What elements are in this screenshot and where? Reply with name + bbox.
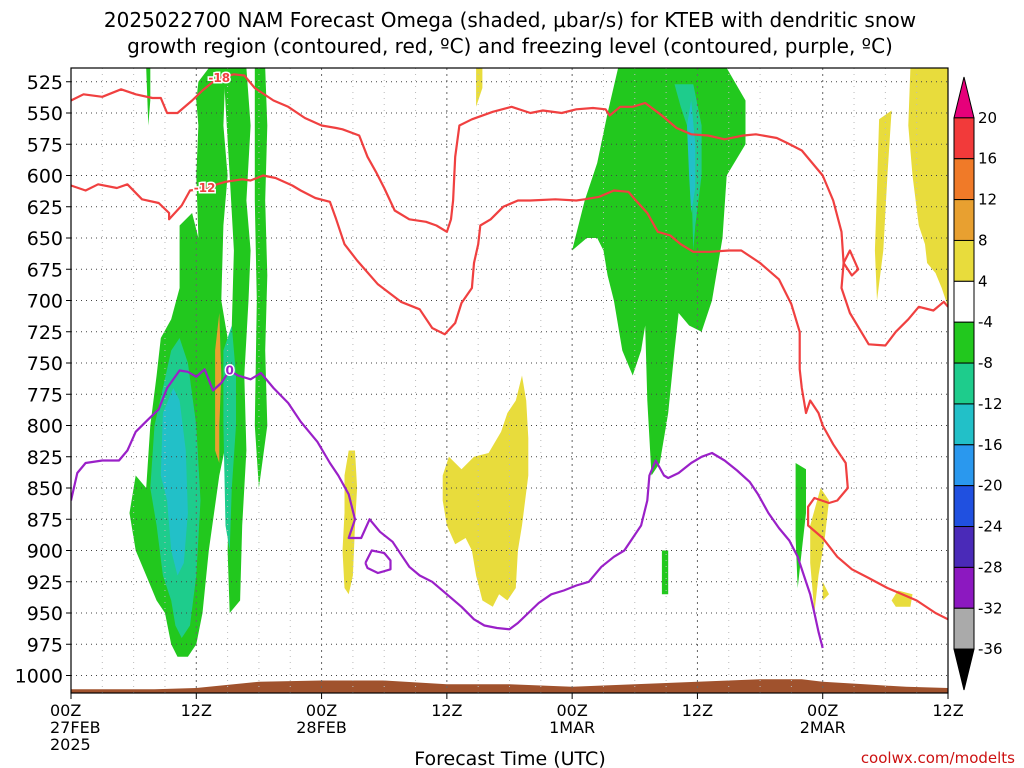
chart-title-line1: 2025022700 NAM Forecast Omega (shaded, μ… bbox=[104, 8, 916, 32]
y-tick-label: 650 bbox=[27, 228, 63, 250]
omega-region-yellow bbox=[874, 110, 892, 301]
chart-title-line2: growth region (contoured, red, ºC) and f… bbox=[127, 34, 893, 58]
omega-region-teal bbox=[674, 84, 702, 251]
colorbar-label: 20 bbox=[978, 109, 997, 127]
colorbar-swatch bbox=[953, 526, 975, 568]
x-tick-label: 27FEB bbox=[50, 718, 101, 737]
y-tick-label: 700 bbox=[27, 291, 63, 313]
colorbar-label: -12 bbox=[978, 395, 1003, 413]
y-tick-label: 850 bbox=[27, 478, 63, 500]
colorbar-swatch bbox=[953, 117, 975, 160]
omega-region-yellow bbox=[822, 581, 829, 601]
colorbar-bottom-triangle bbox=[953, 648, 975, 691]
x-tick-label: 12Z bbox=[932, 701, 963, 720]
omega-region-cyan bbox=[687, 100, 696, 213]
colorbar: 20 16 12 8 4 -4 -8 -12 -16 -20 -24 -28 -32 -36 bbox=[953, 76, 1003, 691]
colorbar-label: 12 bbox=[978, 191, 997, 209]
x-tick-label: 12Z bbox=[682, 701, 713, 720]
y-tick-label: 625 bbox=[27, 197, 63, 219]
x-tick-label: 2025 bbox=[50, 735, 91, 754]
omega-region-green bbox=[254, 68, 268, 488]
dgz-contour-2 bbox=[842, 249, 860, 277]
omega-region-yellow bbox=[442, 375, 529, 607]
colorbar-label: 8 bbox=[978, 231, 988, 249]
omega-region-yellow bbox=[891, 590, 913, 607]
colorbar-label: -8 bbox=[978, 354, 993, 372]
colorbar-swatch bbox=[953, 566, 975, 609]
colorbar-swatch bbox=[953, 607, 975, 650]
colorbar-label: -28 bbox=[978, 558, 1003, 576]
dgz-contour-label: -18 bbox=[208, 71, 230, 85]
freezing-level-contour-1 bbox=[364, 549, 392, 575]
dgz-contour-0 bbox=[71, 73, 948, 347]
x-tick-label: 1MAR bbox=[549, 718, 595, 737]
y-tick-label: 800 bbox=[27, 416, 63, 438]
colorbar-label: -20 bbox=[978, 477, 1003, 495]
y-tick-label: 575 bbox=[27, 134, 63, 156]
colorbar-swatch bbox=[953, 362, 975, 405]
colorbar-label: -4 bbox=[978, 313, 993, 331]
colorbar-top-triangle bbox=[953, 76, 975, 119]
y-tick-label: 875 bbox=[27, 509, 63, 531]
colorbar-swatch bbox=[953, 444, 975, 487]
x-tick-label: 00Z bbox=[807, 701, 838, 720]
y-tick-label: 950 bbox=[27, 603, 63, 625]
y-tick-label: 675 bbox=[27, 259, 63, 281]
omega-region-yellow bbox=[810, 488, 829, 613]
y-tick-label: 825 bbox=[27, 447, 63, 469]
plot-area: -18 -12 0 bbox=[71, 68, 948, 693]
y-tick-label: 550 bbox=[27, 103, 63, 125]
colorbar-swatch bbox=[953, 321, 975, 364]
colorbar-label: -24 bbox=[978, 518, 1003, 536]
y-tick-label: 600 bbox=[27, 166, 63, 188]
dgz-contour-1 bbox=[71, 174, 948, 621]
plot-frame bbox=[70, 67, 949, 694]
y-axis-ticks: 525 550 575 600 625 650 675 700 725 750 775 800 825 8… bbox=[15, 72, 71, 688]
y-tick-label: 525 bbox=[27, 72, 63, 94]
y-tick-label: 1000 bbox=[15, 666, 63, 688]
colorbar-swatch bbox=[953, 403, 975, 446]
colorbar-swatch bbox=[953, 485, 975, 528]
colorbar-swatch bbox=[953, 280, 975, 323]
colorbar-swatch bbox=[953, 239, 975, 282]
freezing-level-contour-label: 0 bbox=[226, 364, 234, 378]
dgz-contour-label: -12 bbox=[194, 181, 216, 195]
credit-link[interactable]: coolwx.com/modelts bbox=[861, 749, 1015, 767]
colorbar-label: -16 bbox=[978, 436, 1003, 454]
omega-region-yellow bbox=[476, 68, 483, 107]
x-tick-label: 00Z bbox=[50, 701, 81, 720]
x-tick-label: 00Z bbox=[306, 701, 337, 720]
freezing-level-contour-0 bbox=[71, 368, 824, 649]
y-tick-label: 900 bbox=[27, 541, 63, 563]
y-tick-label: 925 bbox=[27, 572, 63, 594]
omega-region-teal bbox=[223, 325, 236, 551]
colorbar-label: 16 bbox=[978, 150, 997, 168]
x-tick-label: 12Z bbox=[431, 701, 462, 720]
omega-region-yellow bbox=[908, 68, 948, 307]
colorbar-swatch bbox=[953, 199, 975, 241]
x-tick-label: 00Z bbox=[556, 701, 587, 720]
colorbar-swatch bbox=[953, 158, 975, 201]
y-tick-label: 775 bbox=[27, 384, 63, 406]
colorbar-label: -32 bbox=[978, 599, 1003, 617]
colorbar-label: -36 bbox=[978, 640, 1003, 658]
y-tick-label: 975 bbox=[27, 634, 63, 656]
x-axis-label: Forecast Time (UTC) bbox=[414, 748, 605, 768]
colorbar-label: 4 bbox=[978, 272, 988, 290]
y-tick-label: 750 bbox=[27, 353, 63, 375]
omega-region-cyan bbox=[160, 388, 188, 576]
omega-region-green bbox=[661, 550, 669, 595]
omega-region-yellow bbox=[342, 450, 358, 595]
x-tick-label: 12Z bbox=[181, 701, 212, 720]
x-tick-label: 2MAR bbox=[800, 718, 846, 737]
y-tick-label: 725 bbox=[27, 322, 63, 344]
omega-region-green bbox=[572, 68, 746, 476]
x-tick-label: 28FEB bbox=[296, 718, 347, 737]
